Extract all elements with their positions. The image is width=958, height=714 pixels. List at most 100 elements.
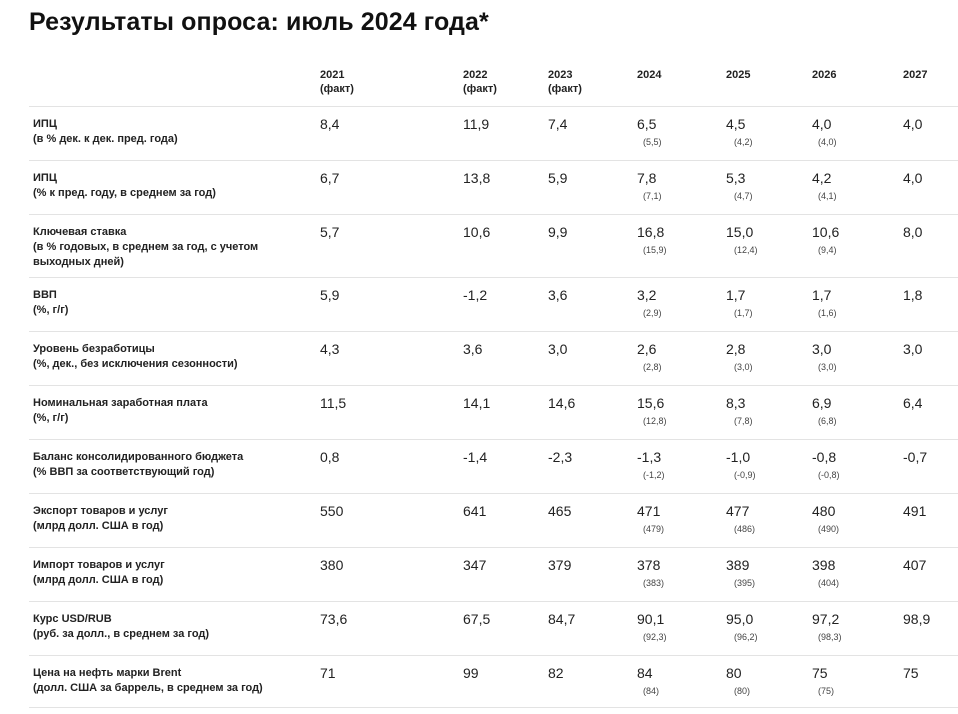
cell-value: 11,9 xyxy=(463,116,490,132)
column-header-2022: 2022 (факт) xyxy=(463,68,497,96)
cell-previous-value: (383) xyxy=(643,578,665,588)
cell-previous-value: (12,8) xyxy=(643,416,667,426)
cell-value: 97,2 xyxy=(812,611,840,627)
cell-previous-value: (12,4) xyxy=(734,245,758,255)
cell-value: -1,4 xyxy=(463,449,488,465)
cell-value: 90,1 xyxy=(637,611,665,627)
cell-value: 3,0 xyxy=(812,341,832,357)
cell-value: 82 xyxy=(548,665,564,681)
cell-value: 6,4 xyxy=(903,395,923,411)
column-header-2027: 2027 xyxy=(903,68,927,82)
cell-previous-value: (-0,8) xyxy=(818,470,840,480)
cell-value: 378 xyxy=(637,557,661,573)
row-label-title: Курс USD/RUB xyxy=(33,613,112,625)
cell-value: 75 xyxy=(903,665,919,681)
table-row: ИПЦ (в % дек. к дек. пред. года) 8,4 11,9 7,… xyxy=(29,106,958,161)
cell-value: 4,0 xyxy=(903,170,923,186)
cell-value: -2,3 xyxy=(548,449,573,465)
cell-value: 6,5 xyxy=(637,116,657,132)
cell-previous-value: (3,0) xyxy=(818,362,837,372)
table-row: Баланс консолидированного бюджета (% ВВП … xyxy=(29,439,958,494)
row-label: Баланс консолидированного бюджета (% ВВП … xyxy=(33,450,303,480)
cell-previous-value: (7,1) xyxy=(643,191,662,201)
cell-value: -1,2 xyxy=(463,287,488,303)
cell-previous-value: (-1,2) xyxy=(643,470,665,480)
cell-value: 347 xyxy=(463,557,487,573)
row-label-unit: (руб. за долл., в среднем за год) xyxy=(33,628,210,640)
cell-value: 4,2 xyxy=(812,170,832,186)
row-label-unit: (в % годовых, в среднем за год, с учетом xyxy=(33,241,259,253)
cell-previous-value: (490) xyxy=(818,524,840,534)
cell-previous-value: (-0,9) xyxy=(734,470,756,480)
cell-previous-value: (84) xyxy=(643,686,660,696)
column-year: 2026 xyxy=(812,69,837,81)
row-label-unit: (млрд долл. США в год) xyxy=(33,520,164,532)
cell-value: 14,1 xyxy=(463,395,491,411)
cell-value: 75 xyxy=(812,665,828,681)
cell-value: -1,0 xyxy=(726,449,751,465)
cell-value: 80 xyxy=(726,665,742,681)
page-title: Результаты опроса: июль 2024 года* xyxy=(29,8,489,36)
cell-value: 7,8 xyxy=(637,170,657,186)
row-label-title: Цена на нефть марки Brent xyxy=(33,667,182,679)
cell-value: -1,3 xyxy=(637,449,662,465)
row-label-unit: (долл. США за баррель, в среднем за год) xyxy=(33,682,263,694)
cell-value: 491 xyxy=(903,503,927,519)
cell-value: 73,6 xyxy=(320,611,348,627)
row-label-title: Баланс консолидированного бюджета xyxy=(33,451,244,463)
table-row: ВВП (%, г/г) 5,9 -1,2 3,6 3,2 (2,9) 1,7 (1,7) 1,7… xyxy=(29,277,958,332)
cell-value: 641 xyxy=(463,503,487,519)
cell-value: 465 xyxy=(548,503,572,519)
row-label-title: Экспорт товаров и услуг xyxy=(33,505,168,517)
cell-previous-value: (15,9) xyxy=(643,245,667,255)
cell-value: 14,6 xyxy=(548,395,576,411)
cell-previous-value: (3,0) xyxy=(734,362,753,372)
cell-value: 15,0 xyxy=(726,224,754,240)
column-header-2025: 2025 xyxy=(726,68,750,82)
cell-previous-value: (96,2) xyxy=(734,632,758,642)
cell-value: 7,4 xyxy=(548,116,568,132)
cell-value: 4,0 xyxy=(812,116,832,132)
cell-value: 4,0 xyxy=(903,116,923,132)
cell-previous-value: (1,7) xyxy=(734,308,753,318)
column-header-2024: 2024 xyxy=(637,68,661,82)
table-row: ИПЦ (% к пред. году, в среднем за год) 6,7… xyxy=(29,160,958,215)
cell-value: 8,3 xyxy=(726,395,746,411)
table-row: Импорт товаров и услуг (млрд долл. США в … xyxy=(29,547,958,602)
cell-value: 480 xyxy=(812,503,836,519)
cell-value: 3,6 xyxy=(548,287,568,303)
cell-previous-value: (92,3) xyxy=(643,632,667,642)
cell-value: 2,6 xyxy=(637,341,657,357)
cell-value: 10,6 xyxy=(463,224,491,240)
cell-value: 3,0 xyxy=(903,341,923,357)
cell-previous-value: (6,8) xyxy=(818,416,837,426)
cell-value: 5,9 xyxy=(548,170,568,186)
row-label-title: Уровень безработицы xyxy=(33,343,155,355)
column-header-2023: 2023 (факт) xyxy=(548,68,582,96)
cell-previous-value: (4,1) xyxy=(818,191,837,201)
cell-previous-value: (479) xyxy=(643,524,665,534)
column-year: 2025 xyxy=(726,69,751,81)
row-label-title: Ключевая ставка xyxy=(33,226,127,238)
row-label-unit: выходных дней) xyxy=(33,256,124,268)
cell-value: 398 xyxy=(812,557,836,573)
cell-previous-value: (4,0) xyxy=(818,137,837,147)
row-label-title: ИПЦ xyxy=(33,172,57,184)
cell-value: 1,7 xyxy=(812,287,832,303)
cell-value: 95,0 xyxy=(726,611,754,627)
table-row: Курс USD/RUB (руб. за долл., в среднем за… xyxy=(29,601,958,656)
cell-value: 4,3 xyxy=(320,341,340,357)
column-header-2026: 2026 xyxy=(812,68,836,82)
cell-value: 471 xyxy=(637,503,661,519)
column-note: (факт) xyxy=(463,83,497,95)
cell-value: 3,0 xyxy=(548,341,568,357)
column-header-2021: 2021 (факт) xyxy=(320,68,354,96)
cell-value: 84,7 xyxy=(548,611,576,627)
column-note: (факт) xyxy=(548,83,582,95)
cell-value: 1,8 xyxy=(903,287,923,303)
cell-value: 84 xyxy=(637,665,653,681)
row-label: Цена на нефть марки Brent (долл. США за б… xyxy=(33,666,303,696)
row-label-unit: (%, дек., без исключения сезонности) xyxy=(33,358,238,370)
cell-value: 389 xyxy=(726,557,750,573)
cell-previous-value: (4,7) xyxy=(734,191,753,201)
